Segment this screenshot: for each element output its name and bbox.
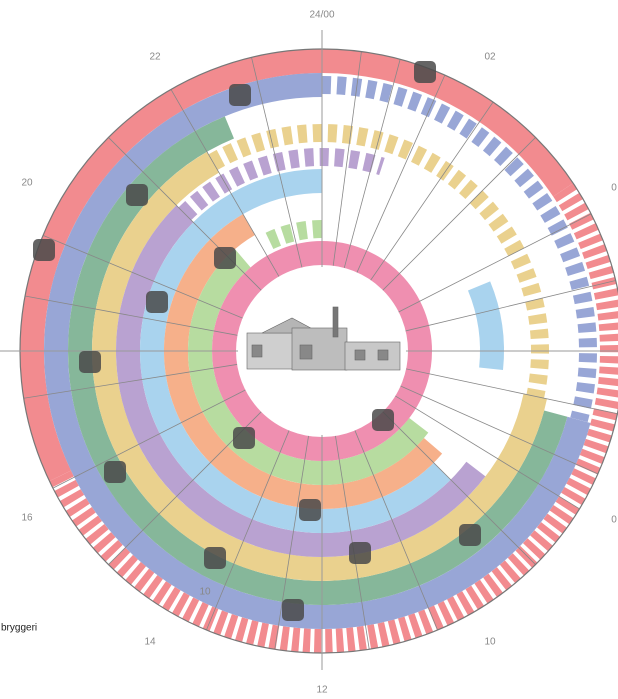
icon — [459, 524, 481, 546]
dashed-activity-arc — [49, 183, 618, 653]
spoke — [24, 295, 238, 336]
activity-arc — [20, 49, 574, 481]
caption: bryggeri — [1, 623, 37, 634]
activity-arc — [44, 73, 591, 629]
hour-label: 14 — [144, 637, 156, 648]
spoke — [406, 368, 618, 415]
hour-label: 0 — [611, 515, 617, 526]
activity-arc — [467, 281, 504, 371]
icon — [282, 599, 304, 621]
activity-arc — [92, 151, 547, 581]
icon — [414, 61, 436, 83]
hour-label: 10 — [484, 637, 496, 648]
spoke — [398, 213, 592, 313]
activity-arc — [116, 205, 486, 557]
icon — [214, 247, 236, 269]
dashed-activity-arc — [265, 220, 323, 250]
icon — [104, 461, 126, 483]
icon — [126, 184, 148, 206]
icon — [349, 542, 371, 564]
hour-label: 0 — [611, 183, 617, 194]
spoke — [42, 235, 243, 319]
icon — [79, 351, 101, 373]
hour-label: 22 — [149, 52, 161, 63]
spoke — [382, 137, 536, 291]
spoke — [395, 395, 580, 510]
spoke — [52, 389, 246, 489]
spoke — [206, 430, 290, 631]
icon — [204, 547, 226, 569]
inner-hour-label: 10 — [199, 587, 211, 598]
spoke — [274, 435, 309, 650]
hour-label: 16 — [21, 513, 33, 524]
spoke — [400, 385, 599, 475]
spoke — [382, 411, 536, 565]
hour-label: 02 — [484, 52, 496, 63]
spoke — [356, 74, 446, 273]
dashed-activity-arc — [321, 76, 597, 423]
icon — [299, 499, 321, 521]
hour-label: 12 — [316, 685, 328, 696]
dashed-activity-arc — [208, 124, 549, 399]
spoke — [370, 101, 494, 281]
hour-label: 24/00 — [309, 10, 334, 21]
icon — [229, 84, 251, 106]
spoke — [354, 430, 438, 631]
activity-arc — [164, 214, 443, 509]
factory-picture — [246, 306, 401, 371]
icon — [33, 239, 55, 261]
spoke — [405, 280, 616, 332]
spoke — [170, 89, 280, 277]
spoke — [332, 51, 362, 266]
spoke — [343, 59, 401, 269]
icon — [146, 291, 168, 313]
hour-label: 20 — [21, 178, 33, 189]
activity-arc — [140, 169, 451, 533]
icon — [372, 409, 394, 431]
spoke — [23, 364, 238, 399]
icon — [233, 427, 255, 449]
activity-icons — [33, 61, 481, 621]
spoke — [251, 57, 303, 268]
